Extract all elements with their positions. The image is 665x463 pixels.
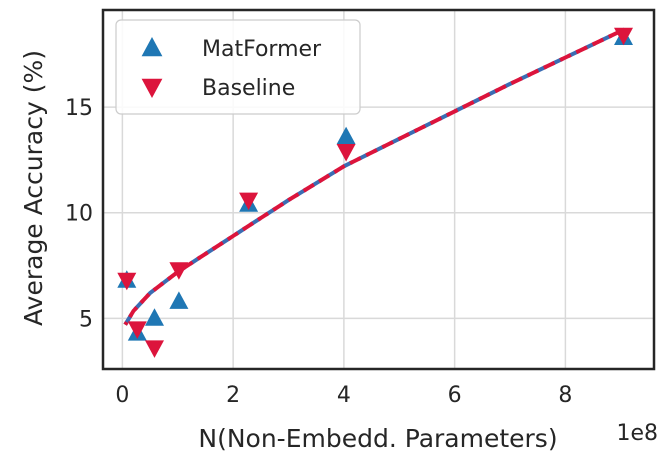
marker-matformer (169, 291, 189, 309)
x-tick-label: 6 (448, 383, 462, 408)
y-tick-label: 5 (79, 307, 93, 332)
x-tick-label: 2 (226, 383, 240, 408)
marker-matformer (336, 126, 356, 145)
y-tick-label: 15 (65, 96, 93, 121)
legend: MatFormer Baseline (115, 19, 361, 115)
legend-label-baseline: Baseline (202, 76, 295, 101)
legend-label-matformer: MatFormer (202, 37, 322, 62)
y-tick-label: 10 (65, 202, 93, 227)
legend-box (115, 19, 361, 115)
marker-matformer (145, 308, 164, 326)
y-ticks: 5 10 15 (65, 96, 93, 332)
y-axis-label: Average Accuracy (%) (19, 50, 48, 326)
x-tick-label: 0 (115, 383, 129, 408)
x-tick-label: 4 (337, 383, 351, 408)
marker-baseline (117, 272, 137, 291)
x-axis-exponent: 1e8 (616, 421, 658, 446)
x-tick-label: 8 (558, 383, 572, 408)
fit-line-baseline (123, 29, 622, 326)
marker-baseline (127, 321, 147, 339)
marker-baseline (145, 340, 164, 358)
legend-marker-matformer (141, 37, 163, 57)
marker-baseline (336, 144, 356, 162)
x-ticks: 0 2 4 6 8 (115, 383, 572, 408)
fit-lines (123, 29, 622, 326)
legend-marker-baseline (141, 78, 163, 98)
marker-baseline (614, 27, 633, 46)
data-markers (117, 27, 633, 358)
x-axis-label: N(Non-Embedd. Parameters) (198, 424, 557, 453)
marker-baseline (169, 262, 189, 280)
marker-baseline (239, 192, 259, 211)
plot-frame (101, 8, 656, 371)
